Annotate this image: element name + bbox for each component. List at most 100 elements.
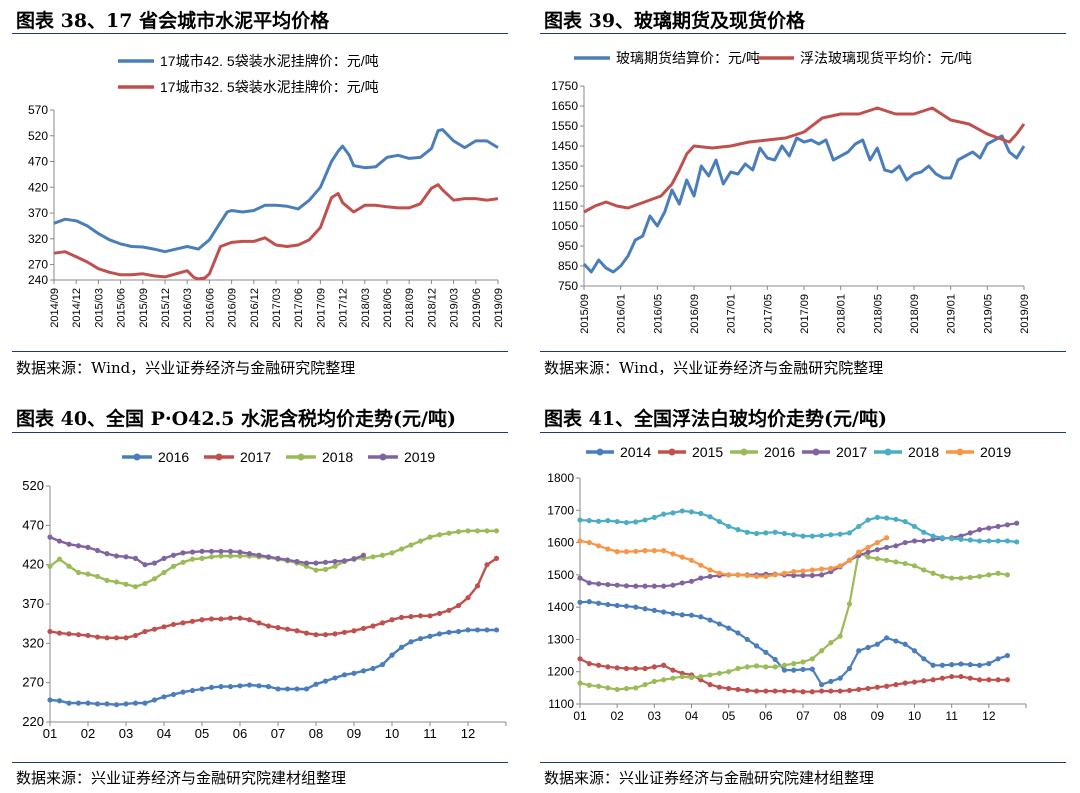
y-tick-label: 1250 [551, 179, 578, 193]
series-point [94, 573, 101, 580]
x-tick-label: 2018/03 [360, 288, 372, 328]
series-point [284, 626, 291, 632]
series-point [837, 531, 843, 537]
y-tick-label: 470 [22, 517, 44, 532]
series-point [670, 582, 676, 588]
y-tick-label: 1650 [551, 99, 578, 113]
series-point [577, 517, 583, 523]
x-tick-label: 03 [119, 726, 133, 741]
series-point [781, 530, 788, 537]
series-point [123, 701, 129, 707]
series-point [893, 559, 899, 565]
series-point [614, 549, 620, 555]
series-point [66, 541, 72, 547]
legend-label: 2018 [322, 449, 353, 465]
series-point [753, 573, 760, 580]
x-tick-label: 2018/06 [382, 288, 394, 328]
series-point [436, 610, 443, 617]
series-point [930, 677, 936, 683]
x-tick-label: 06 [759, 709, 773, 723]
series-line [53, 128, 499, 254]
x-tick-label: 2018/09 [909, 294, 921, 334]
series-point [493, 627, 500, 633]
title-rule [540, 432, 1066, 433]
y-tick-label: 1350 [551, 159, 578, 173]
x-tick-label: 06 [233, 726, 247, 741]
legend-label: 17城市32. 5袋装水泥挂牌价：元/吨 [160, 79, 379, 95]
series-point [726, 572, 732, 578]
series-point [800, 659, 806, 665]
series-point [47, 697, 53, 703]
series-point [818, 648, 825, 654]
series-point [623, 583, 630, 589]
series-point [303, 630, 310, 636]
series-point [967, 662, 973, 668]
chart-title: 图表 41、全国浮法白玻均价走势(元/吨) [544, 408, 887, 430]
series-point [893, 516, 899, 522]
series-point [161, 555, 167, 561]
x-tick-label: 2019/09 [493, 288, 505, 328]
series-point [986, 525, 992, 531]
series-point [427, 613, 433, 619]
series-point [623, 549, 630, 555]
series-point [818, 566, 825, 572]
series-point [939, 662, 945, 668]
series-point [670, 667, 676, 673]
series-point [726, 625, 732, 631]
legend-marker [379, 453, 387, 461]
series-point [633, 685, 639, 691]
series-point [132, 700, 139, 706]
series-point [642, 517, 648, 523]
x-tick-label: 2015/09 [579, 294, 591, 334]
series-point [846, 601, 853, 607]
series-point [986, 572, 992, 578]
x-tick-label: 2019/03 [449, 288, 461, 328]
series-point [322, 559, 329, 565]
legend-marker [956, 448, 964, 456]
series-point [586, 518, 592, 524]
legend-label: 2015 [692, 444, 723, 460]
series-point [651, 583, 657, 589]
y-tick-label: 220 [22, 714, 44, 729]
series-point [341, 672, 348, 678]
series-point [874, 539, 880, 546]
series-point [800, 568, 806, 574]
series-point [688, 509, 695, 515]
line-chart: 1100 1200 1300 1400 1500 1600 1700 1800 01 02 03 04… [547, 444, 1027, 723]
series-point [446, 530, 452, 536]
y-tick-label: 520 [22, 478, 44, 493]
series-point [958, 575, 964, 581]
series-point [856, 523, 862, 530]
series-point [294, 558, 300, 565]
x-tick-label: 02 [81, 726, 95, 741]
series-point [753, 688, 760, 694]
series-point [85, 544, 91, 550]
series-line [53, 183, 499, 281]
series-point [294, 628, 300, 634]
series-point [791, 572, 797, 579]
series-point [275, 686, 281, 692]
series-point [66, 631, 72, 637]
series-point [763, 530, 769, 536]
series-point [818, 532, 825, 539]
series-point [180, 689, 186, 695]
series-point [208, 616, 215, 622]
series-point [605, 601, 611, 608]
legend-label: 2017 [836, 444, 867, 460]
series-point [484, 627, 490, 633]
y-tick-label: 370 [22, 596, 44, 611]
y-tick-label: 1500 [547, 568, 574, 582]
x-tick-label: 2017/06 [293, 288, 305, 328]
series-point [151, 697, 158, 703]
series-point [716, 670, 722, 676]
series-point [360, 625, 367, 631]
series-point [123, 635, 129, 641]
series-point [661, 548, 667, 554]
series-point [227, 684, 234, 690]
series-point [170, 621, 177, 628]
series-point [800, 572, 806, 579]
series-point [772, 529, 778, 535]
series-point [586, 539, 592, 546]
series-point [661, 583, 667, 589]
series-point [1004, 652, 1011, 659]
